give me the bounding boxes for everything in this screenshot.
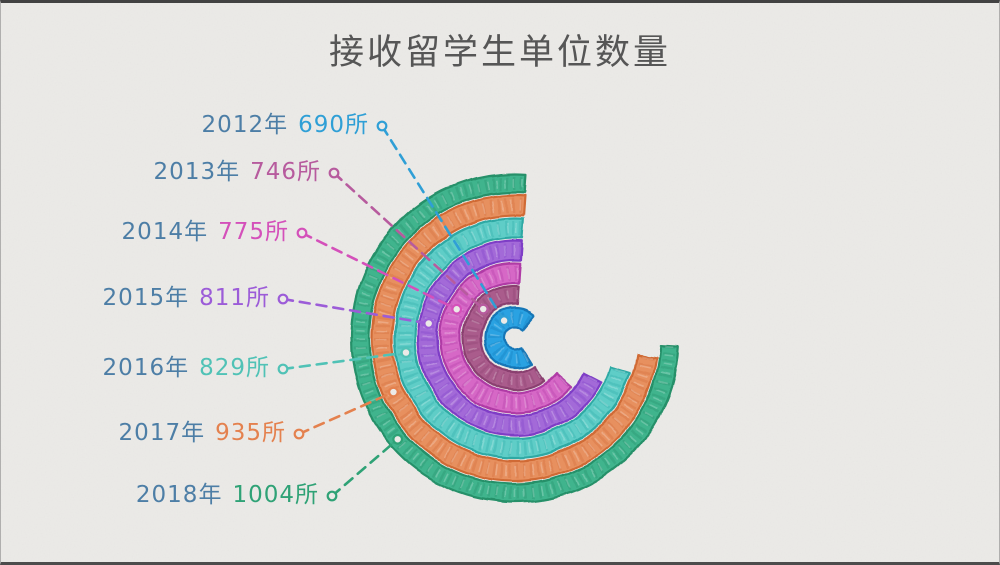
radial-rings bbox=[349, 172, 680, 504]
chart-title: 接收留学生单位数量 bbox=[328, 33, 671, 73]
label-connector-lines bbox=[277, 120, 510, 502]
